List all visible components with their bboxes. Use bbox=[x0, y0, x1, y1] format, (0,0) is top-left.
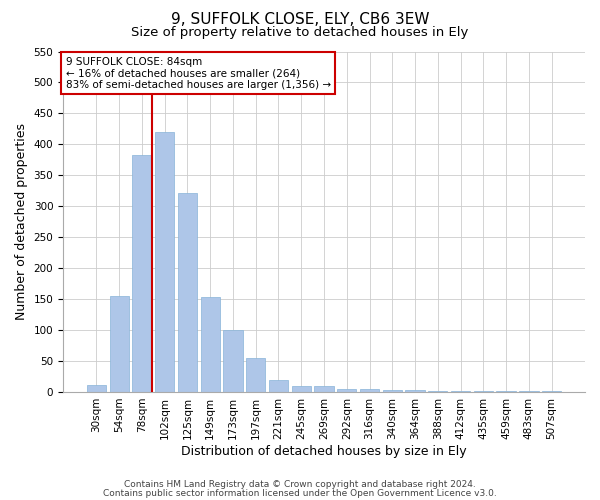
Bar bbox=[292, 386, 311, 392]
Bar bbox=[428, 390, 448, 392]
Bar bbox=[383, 390, 402, 392]
Bar bbox=[178, 192, 197, 392]
Bar bbox=[223, 330, 242, 392]
Bar bbox=[360, 389, 379, 392]
Bar bbox=[314, 386, 334, 392]
Bar bbox=[246, 358, 265, 392]
Text: Contains HM Land Registry data © Crown copyright and database right 2024.: Contains HM Land Registry data © Crown c… bbox=[124, 480, 476, 489]
Bar bbox=[155, 132, 175, 392]
Bar bbox=[132, 156, 152, 392]
Text: Size of property relative to detached houses in Ely: Size of property relative to detached ho… bbox=[131, 26, 469, 39]
Bar bbox=[337, 389, 356, 392]
Bar bbox=[269, 380, 288, 392]
X-axis label: Distribution of detached houses by size in Ely: Distribution of detached houses by size … bbox=[181, 444, 467, 458]
Bar bbox=[110, 296, 129, 392]
Bar bbox=[200, 297, 220, 392]
Text: 9 SUFFOLK CLOSE: 84sqm
← 16% of detached houses are smaller (264)
83% of semi-de: 9 SUFFOLK CLOSE: 84sqm ← 16% of detached… bbox=[65, 56, 331, 90]
Text: Contains public sector information licensed under the Open Government Licence v3: Contains public sector information licen… bbox=[103, 488, 497, 498]
Text: 9, SUFFOLK CLOSE, ELY, CB6 3EW: 9, SUFFOLK CLOSE, ELY, CB6 3EW bbox=[171, 12, 429, 28]
Y-axis label: Number of detached properties: Number of detached properties bbox=[15, 123, 28, 320]
Bar bbox=[406, 390, 425, 392]
Bar bbox=[87, 384, 106, 392]
